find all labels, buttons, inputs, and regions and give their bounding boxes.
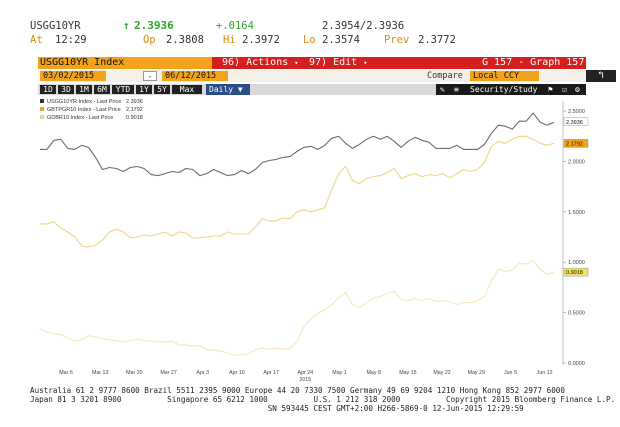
page-label: G 157 - Graph 157 xyxy=(482,57,585,68)
legend-gb-last: 2.1792 xyxy=(126,107,143,113)
dropdown-icon: ▼ xyxy=(237,85,243,94)
y-tick-label: 0.5000 xyxy=(568,311,585,317)
range-1m-button[interactable]: 1M xyxy=(76,85,92,94)
y-tick-label: 0.0000 xyxy=(568,361,585,367)
range-1y-button[interactable]: 1Y xyxy=(136,85,152,94)
high-label: Hi xyxy=(223,34,236,46)
footer-line-3: SN 593445 CEST GMT+2:00 H266-5869-0 12-J… xyxy=(30,404,524,413)
x-tick-label: May 29 xyxy=(468,370,485,376)
legend-swatch-us xyxy=(40,99,44,103)
up-arrow-icon: ↑ xyxy=(123,19,130,32)
plot-area: 2.5000 2.0000 1.5000 1.0000 0.5000 0.0000 Mar … xyxy=(39,101,589,383)
footer-line-1: Australia 61 2 9777 8600 Brazil 5511 239… xyxy=(30,386,565,395)
x-tick-label: Apr 24 xyxy=(298,370,314,376)
gear-icon[interactable]: ⚙ xyxy=(575,85,580,94)
x-tick-label: Apr 10 xyxy=(229,370,245,376)
line-chart: USGG10YR Index - Last Price 2.3936 GBTPG… xyxy=(39,99,589,383)
bid-ask: 2.3954/2.3936 xyxy=(322,20,405,32)
actions-menu[interactable]: 96) Actions ▾ xyxy=(222,57,299,68)
range-max-button[interactable]: Max xyxy=(172,85,202,94)
dropdown-icon: ▾ xyxy=(363,59,368,67)
prev-label: Prev xyxy=(384,34,410,46)
open-label: Op xyxy=(143,34,156,46)
last-value-tag-2 xyxy=(563,267,589,277)
footer: Australia 61 2 9777 8600 Brazil 5511 239… xyxy=(30,386,616,413)
chart-tools: ✎ ≡ Security/Study ⚑ ☑ ⚙ xyxy=(436,84,586,95)
last-value-tag-1 xyxy=(563,139,589,148)
date-row: 03/02/2015 - 06/12/2015 Compare Local CC… xyxy=(38,70,616,82)
range-1d-button[interactable]: 1D xyxy=(40,85,56,94)
frequency-select[interactable]: Daily ▼ xyxy=(206,84,250,95)
date-separator: - xyxy=(143,71,157,81)
y-tick-label: 2.0000 xyxy=(568,159,585,165)
range-ytd-button[interactable]: YTD xyxy=(112,85,134,94)
y-tick-label: 2.5000 xyxy=(568,109,585,115)
range-row: 1D 3D 1M 6M YTD 1Y 5Y Max Daily ▼ ✎ ≡ Se… xyxy=(38,84,586,95)
dropdown-icon: ▾ xyxy=(294,59,299,67)
edit-menu[interactable]: 97) Edit ▾ xyxy=(309,57,368,68)
series-line-2 xyxy=(39,259,555,356)
legend-de-last: 0.9018 xyxy=(126,115,143,121)
compare-label: Compare xyxy=(427,71,463,81)
legend-gb: GBTPGR10 Index - Last Price xyxy=(47,107,121,113)
price-change: +.0164 xyxy=(216,20,254,32)
x-year-label: 2015 xyxy=(299,377,311,383)
series-line-0 xyxy=(40,112,555,177)
legend-swatch-de xyxy=(40,115,44,119)
flag-icon[interactable]: ⚑ xyxy=(548,85,553,94)
legend-swatch-gb xyxy=(40,107,44,111)
prev-value: 2.3772 xyxy=(418,34,456,46)
footer-line-2: Japan 81 3 3201 8900 Singapore 65 6212 1… xyxy=(30,395,616,404)
x-tick-label: Mar 27 xyxy=(160,370,177,376)
series-line-1 xyxy=(40,135,555,248)
legend-us: USGG10YR Index - Last Price xyxy=(47,99,121,105)
legend-de: GDBR10 Index - Last Price xyxy=(47,115,113,121)
range-6m-button[interactable]: 6M xyxy=(94,85,110,94)
x-tick-label: May 15 xyxy=(399,370,416,376)
range-5y-button[interactable]: 5Y xyxy=(154,85,170,94)
y-tick-label: 1.0000 xyxy=(568,260,585,266)
last-price: 2.3936 xyxy=(134,19,174,32)
x-tick-label: May 8 xyxy=(366,370,380,376)
x-tick-label: Mar 6 xyxy=(59,370,73,376)
legend-us-last: 2.3936 xyxy=(126,99,143,105)
x-tick-label: Apr 17 xyxy=(263,370,279,376)
at-time: 12:29 xyxy=(55,34,87,46)
x-tick-label: Jun 5 xyxy=(504,370,517,376)
at-label: At xyxy=(30,34,43,46)
y-tick-label: 1.5000 xyxy=(568,210,585,216)
quote-header: USGG10YR ↑ 2.3936 +.0164 2.3954/2.3936 A… xyxy=(30,19,600,56)
checkbox-icon[interactable]: ☑ xyxy=(562,85,567,94)
pencil-icon[interactable]: ✎ xyxy=(440,85,445,94)
end-date-field[interactable]: 06/12/2015 xyxy=(162,71,228,81)
ticker-label: USGG10YR xyxy=(30,20,81,32)
currency-select[interactable]: Local CCY xyxy=(470,71,539,81)
last-value-text-2: 0.9018 xyxy=(566,270,583,276)
low-value: 2.3574 xyxy=(322,34,360,46)
security-study-button[interactable]: Security/Study xyxy=(470,85,538,94)
index-label[interactable]: USGG10YR Index xyxy=(40,57,125,68)
open-value: 2.3808 xyxy=(166,34,204,46)
low-label: Lo xyxy=(303,34,316,46)
lines-icon[interactable]: ≡ xyxy=(454,85,459,94)
x-tick-label: Mar 20 xyxy=(126,370,143,376)
x-tick-label: May 22 xyxy=(433,370,450,376)
range-3d-button[interactable]: 3D xyxy=(58,85,74,94)
x-tick-label: Mar 13 xyxy=(92,370,109,376)
return-arrow-icon[interactable]: ↰ xyxy=(586,70,616,82)
x-tick-label: Apr 3 xyxy=(196,370,209,376)
last-value-text-0: 2.3936 xyxy=(566,120,583,126)
legend: USGG10YR Index - Last Price 2.3936 GBTPG… xyxy=(40,99,143,121)
action-toolbar: 96) Actions ▾ 97) Edit ▾ G 157 - Graph 1… xyxy=(212,57,586,69)
start-date-field[interactable]: 03/02/2015 xyxy=(40,71,106,81)
last-value-text-1: 2.1792 xyxy=(566,141,583,147)
high-value: 2.3972 xyxy=(242,34,280,46)
x-tick-label: May 1 xyxy=(332,370,346,376)
x-tick-label: Jun 12 xyxy=(537,370,553,376)
last-value-tag-0 xyxy=(563,117,589,126)
